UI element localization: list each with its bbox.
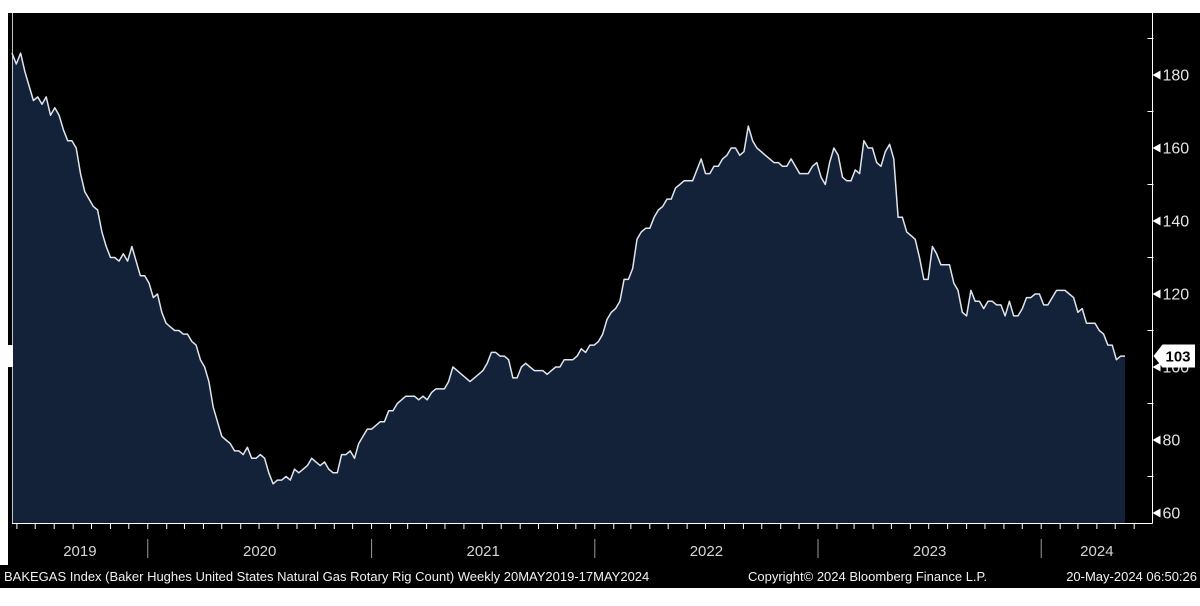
y-tick-arrow: [1152, 508, 1161, 518]
y-axis-label: 140: [1163, 214, 1190, 231]
y-axis-label: 160: [1163, 141, 1190, 158]
chart-footer-bar: BAKEGAS Index (Baker Hughes United State…: [0, 565, 1200, 588]
x-year-label: 2023: [913, 543, 946, 560]
left-price-marker: [0, 345, 13, 368]
last-price-tag-value: 103: [1165, 349, 1190, 366]
y-axis-label: 120: [1163, 287, 1190, 304]
x-year-label: 2019: [63, 543, 96, 560]
footer-timestamp: 20-May-2024 06:50:26: [1066, 569, 1197, 584]
y-tick-arrow: [1152, 362, 1161, 372]
x-year-label: 2022: [690, 543, 723, 560]
y-axis-label: 180: [1163, 68, 1190, 85]
y-axis-label: 60: [1163, 506, 1181, 523]
y-tick-arrow: [1152, 216, 1161, 226]
area-fill: [12, 53, 1125, 524]
x-year-label: 2024: [1080, 543, 1113, 560]
y-tick-arrow: [1152, 435, 1161, 445]
y-tick-arrow: [1152, 289, 1161, 299]
footer-copyright: Copyright© 2024 Bloomberg Finance L.P.: [748, 569, 988, 584]
price-line: [11, 52, 1125, 485]
footer-security-label: BAKEGAS Index (Baker Hughes United State…: [4, 569, 650, 584]
x-year-label: 2020: [243, 543, 276, 560]
last-price-tag: [1153, 344, 1195, 368]
y-tick-arrow: [1152, 143, 1161, 153]
y-axis-label: 80: [1163, 433, 1181, 450]
y-tick-arrow: [1152, 70, 1161, 80]
x-year-label: 2021: [467, 543, 500, 560]
